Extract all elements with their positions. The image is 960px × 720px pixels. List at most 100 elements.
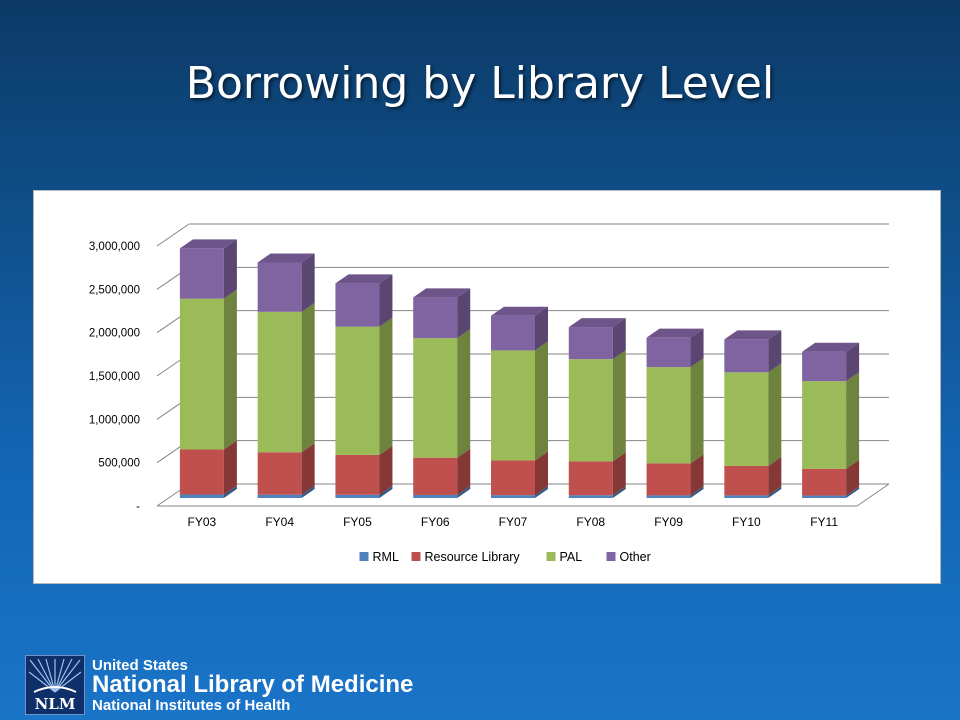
bar-side [223,440,237,495]
bar-top [413,288,471,298]
bar-segment-rml-fy08 [568,495,613,498]
bar-side [768,456,782,496]
bar-segment-other-fy04 [257,262,302,312]
bar-side [379,274,393,327]
legend-label: Other [620,550,651,564]
bar-top [802,342,860,352]
bar-segment-resource-library-fy03 [179,449,224,495]
bar-side [690,486,704,498]
bar-side [612,350,626,462]
bar-segment-resource-library-fy08 [568,461,613,496]
logo-mark: NLM [35,695,76,713]
bar-side [846,372,860,469]
x-tick-label: FY06 [421,515,450,529]
bar-segment-pal-fy09 [646,367,691,464]
bar-side [846,459,860,496]
bar-side [612,318,626,360]
bar-top [568,318,626,328]
bar-side [457,329,471,458]
bar-side [457,288,471,339]
x-tick-label: FY11 [810,515,838,529]
bar-side [535,341,548,461]
x-tick-label: FY04 [265,515,294,529]
bar-segment-other-fy08 [568,327,613,360]
bar-side [301,302,315,453]
bar-segment-rml-fy11 [802,495,847,498]
legend-label: PAL [560,550,583,564]
y-tick-label: 2,000,000 [89,328,140,340]
bar-segment-pal-fy08 [568,359,613,462]
bar-top [335,274,393,284]
y-tick-label: 3,000,000 [89,241,140,253]
bar-segment-other-fy06 [413,297,458,339]
bar-segment-other-fy05 [335,283,380,327]
bar-segment-rml-fy07 [491,495,535,498]
x-tick-label: FY05 [343,515,372,529]
bar-side [379,445,393,495]
bar-side [457,448,471,495]
bar-segment-other-fy07 [491,315,535,351]
bar-segment-other-fy10 [724,339,769,373]
bar-side [301,253,315,312]
logo-line-3: National Institutes of Health [92,697,291,714]
bar-segment-pal-fy10 [724,372,769,466]
bar-top [491,306,548,316]
bar-side [379,485,393,498]
bar-segment-resource-library-fy07 [491,460,535,496]
y-tick-label: 1,000,000 [89,414,140,426]
bar-segment-pal-fy05 [335,326,380,455]
legend-swatch [606,552,616,561]
bar-segment-rml-fy04 [257,494,302,498]
bar-segment-pal-fy06 [413,338,458,458]
bar-segment-rml-fy03 [179,494,224,498]
bar-segment-pal-fy07 [491,350,535,461]
x-tick-label: FY08 [576,515,605,529]
logo-line-2: National Library of Medicine [92,671,414,698]
bar-segment-other-fy03 [179,248,224,299]
bar-side [223,485,237,498]
bar-segment-pal-fy04 [257,311,302,453]
legend-label: RML [373,550,399,564]
bar-side [768,363,782,466]
bar-segment-resource-library-fy09 [646,463,691,496]
y-tick-label: 2,500,000 [89,284,140,296]
bar-segment-pal-fy03 [179,298,224,450]
bar-side [223,289,237,450]
bar-side [690,328,704,368]
bar-side [379,317,393,455]
legend-swatch [359,552,369,561]
chart-panel: - 500,000 1,000,000 1,500,000 2,000,000 2,500… [33,190,941,584]
bar-segment-resource-library-fy05 [335,454,380,495]
bar-segment-other-fy09 [646,337,691,368]
bar-side [301,443,315,495]
logo-line-1: United States [92,657,188,674]
bar-segment-resource-library-fy06 [413,457,458,495]
bar-side [535,451,548,496]
bar-side [846,486,860,498]
bar-side [768,330,782,373]
nlm-logo-icon: NLM [25,655,85,715]
bar-top [257,253,315,263]
bar-top [646,328,704,338]
bar-segment-rml-fy10 [724,495,769,498]
bar-side [535,486,548,498]
bar-segment-resource-library-fy04 [257,452,302,495]
y-tick-label: - [136,501,140,513]
legend-swatch [411,552,421,561]
bar-segment-rml-fy06 [413,494,458,498]
x-tick-label: FY03 [188,515,217,529]
gridline-side [156,223,190,247]
bar-segment-rml-fy05 [335,494,380,498]
bar-segment-resource-library-fy11 [802,468,847,496]
bar-side [690,358,704,464]
legend-swatch [546,552,556,561]
bar-segment-other-fy11 [802,351,847,382]
y-tick-label: 500,000 [98,458,140,470]
bar-side [457,485,471,498]
bar-side [535,306,548,351]
bar-segment-rml-fy09 [646,495,691,498]
bar-top [724,330,782,340]
slide-title: Borrowing by Library Level [185,58,775,109]
bar-side [612,452,626,496]
y-tick-label: 1,500,000 [89,371,140,383]
